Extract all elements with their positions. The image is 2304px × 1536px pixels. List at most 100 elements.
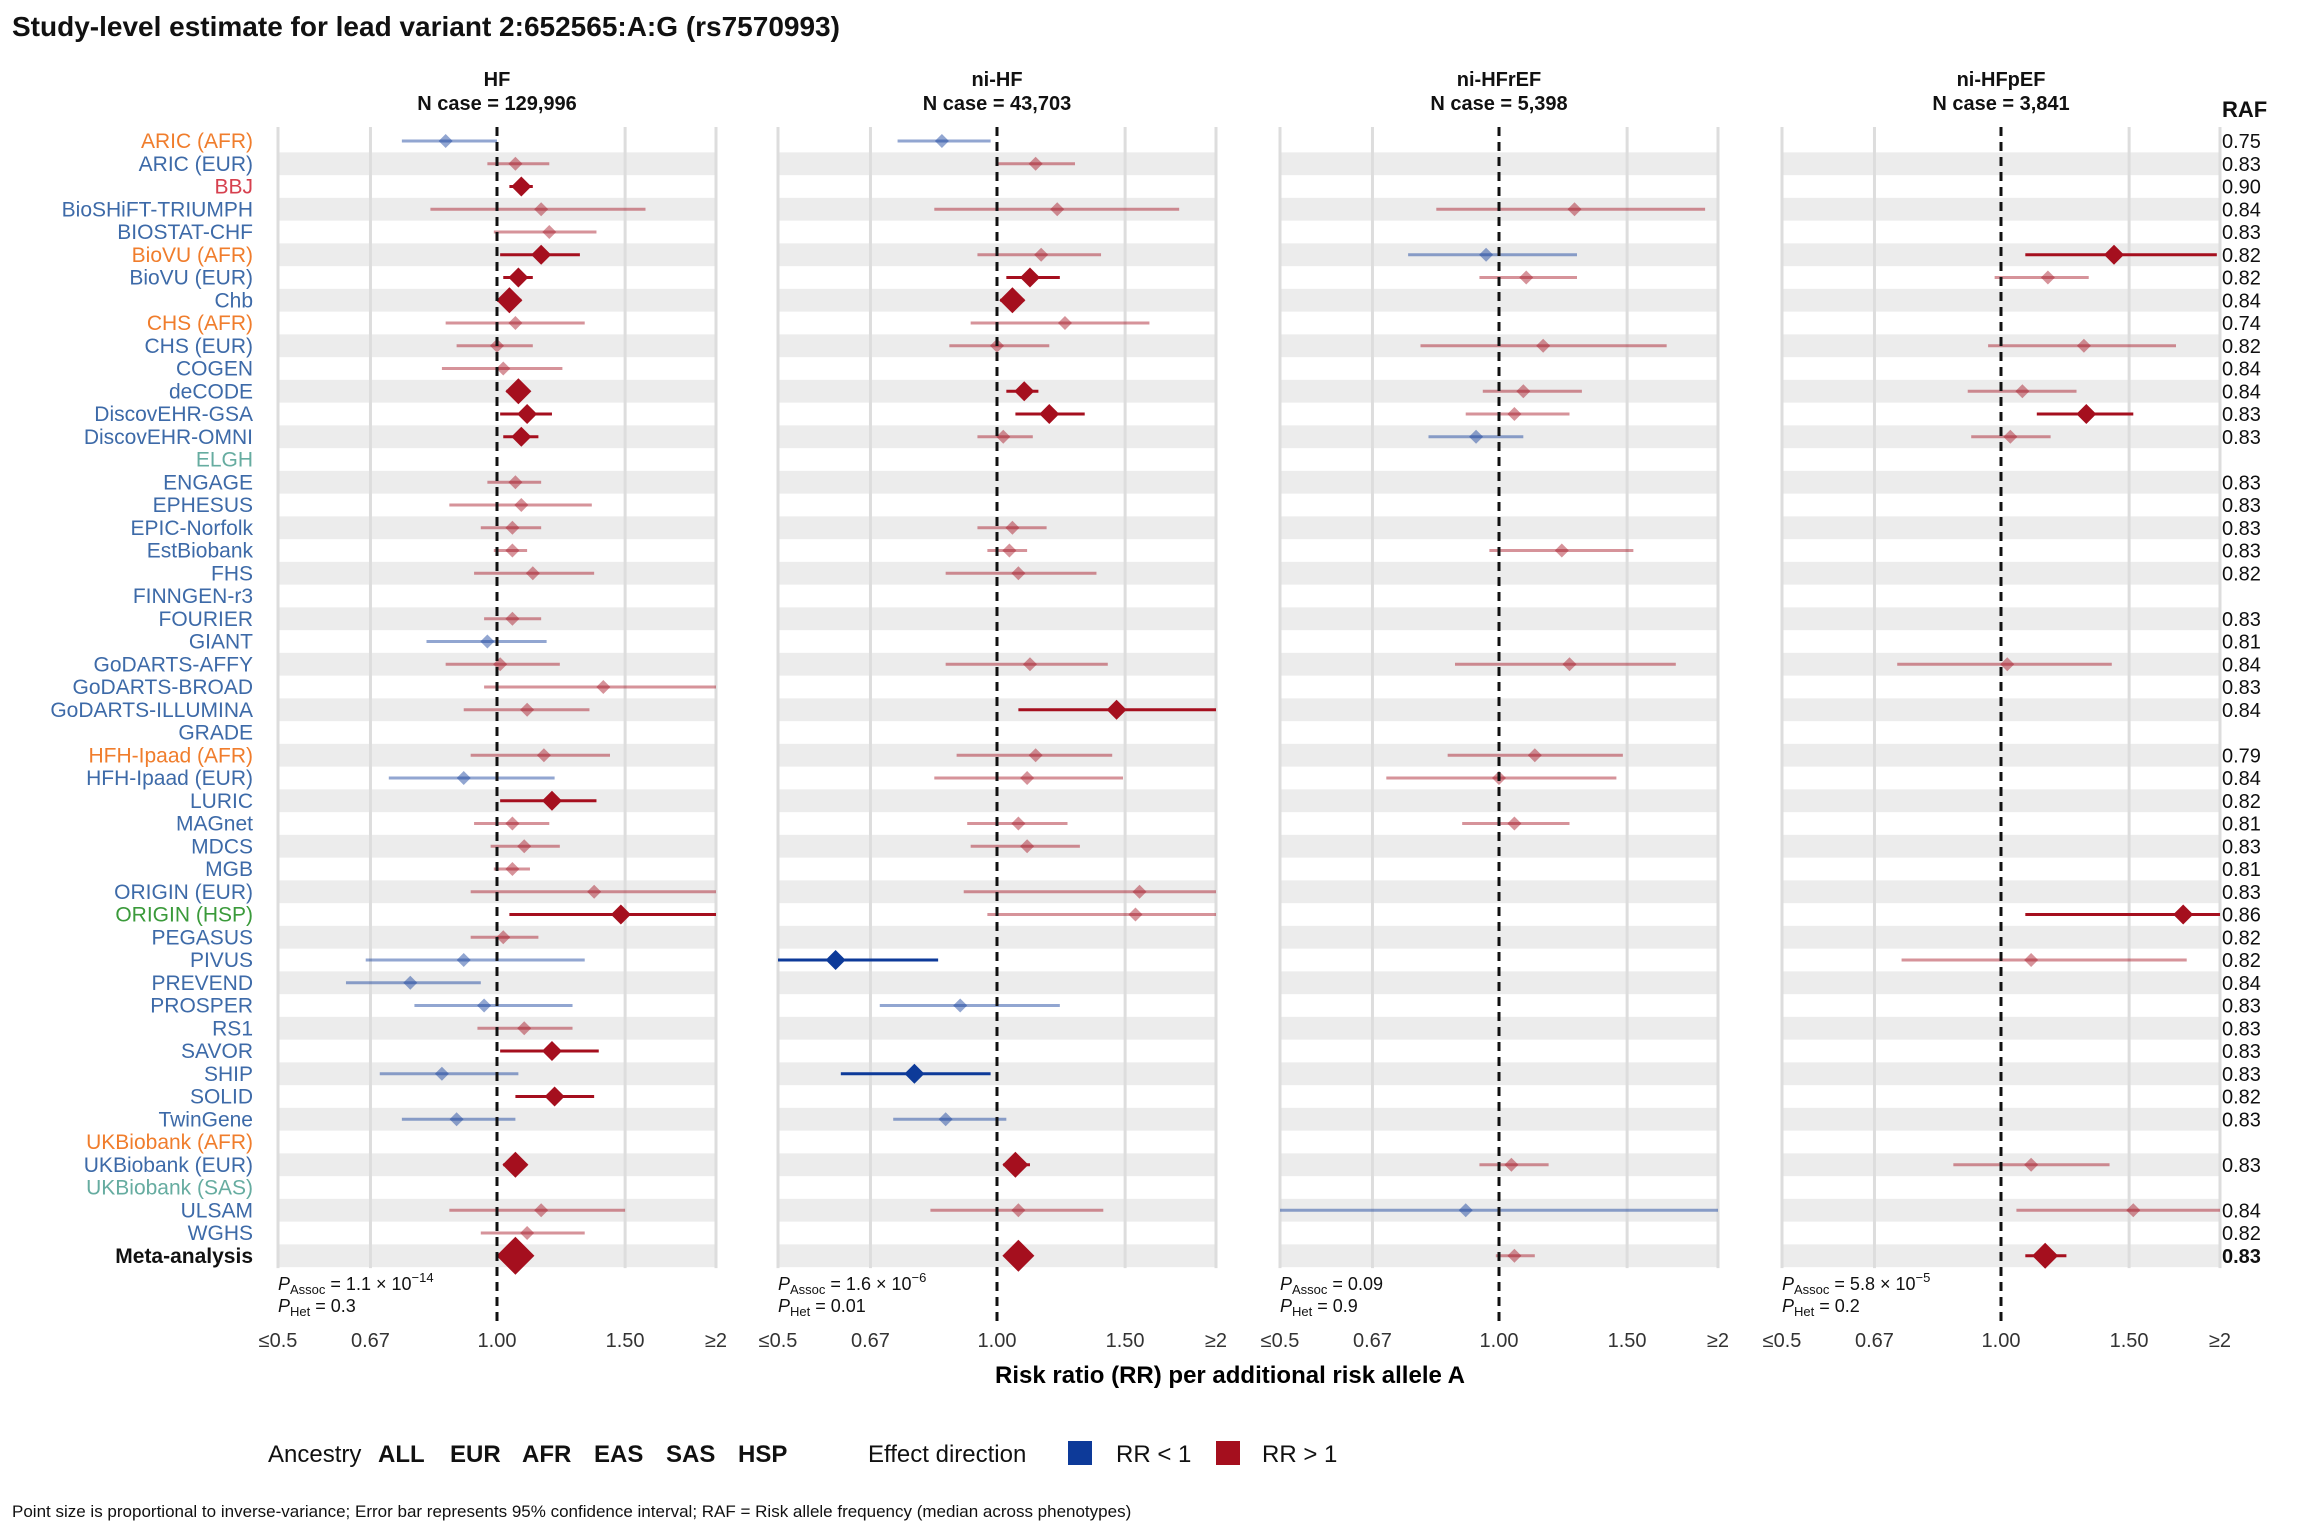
raf-value: 0.90	[2222, 177, 2261, 199]
point-estimate	[587, 884, 602, 899]
study-label: RS1	[212, 1017, 253, 1040]
point-estimate	[525, 566, 540, 581]
legend-ancestry-hsp: HSP	[738, 1441, 787, 1468]
x-tick-label: 1.00	[478, 1330, 517, 1352]
raf-value: 0.82	[2222, 268, 2261, 290]
point-estimate	[1536, 338, 1551, 353]
row-stripe	[1280, 789, 1718, 813]
row-stripe	[1782, 379, 2220, 403]
point-estimate	[449, 1112, 464, 1127]
legend-swatch-rr-gt-1	[1216, 1441, 1240, 1465]
raf-value: 0.84	[2222, 1200, 2261, 1222]
legend-ancestry-sas: SAS	[666, 1441, 715, 1468]
raf-value: 0.82	[2222, 950, 2261, 972]
study-label: COGEN	[176, 358, 253, 381]
footnote: Point size is proportional to inverse-va…	[12, 1502, 1131, 1521]
point-estimate	[434, 1066, 449, 1081]
study-labels: ARIC (AFR)ARIC (EUR)BBJBioSHiFT-TRIUMPHB…	[50, 130, 253, 1268]
study-label: BBJ	[214, 176, 253, 199]
raf-value: 0.83	[2222, 836, 2261, 858]
row-stripe	[1782, 470, 2220, 494]
point-estimate	[536, 748, 551, 763]
point-estimate	[2032, 1242, 2059, 1269]
raf-value: 0.84	[2222, 973, 2261, 995]
raf-value: 0.84	[2222, 199, 2261, 221]
point-estimate	[1050, 202, 1065, 217]
panel-title: ni-HFpEF	[1957, 69, 2046, 91]
raf-value: 0.83	[2222, 1109, 2261, 1131]
x-tick-label: 1.50	[606, 1330, 645, 1352]
raf-value: 0.82	[2222, 791, 2261, 813]
legend-rr-gt-1: RR > 1	[1262, 1441, 1337, 1468]
study-label: PIVUS	[190, 949, 253, 972]
row-stripe	[278, 743, 716, 767]
x-tick-label: ≥2	[1205, 1330, 1227, 1352]
raf-value: 0.84	[2222, 654, 2261, 676]
point-estimate	[2015, 384, 2030, 399]
panel-n-case: N case = 43,703	[923, 93, 1071, 115]
point-estimate	[496, 361, 511, 376]
point-estimate	[1039, 404, 1060, 424]
point-estimate	[541, 790, 562, 811]
point-estimate	[534, 1203, 549, 1218]
point-estimate	[505, 816, 520, 831]
row-stripe	[1782, 698, 2220, 722]
row-stripe	[1782, 743, 2220, 767]
point-estimate	[904, 1063, 925, 1084]
point-estimate	[934, 134, 949, 148]
point-estimate	[534, 202, 549, 217]
raf-value: 0.83	[2222, 541, 2261, 563]
point-estimate	[1011, 1203, 1026, 1218]
raf-value: 0.82	[2222, 245, 2261, 267]
point-estimate	[1479, 247, 1494, 262]
point-estimate	[514, 498, 529, 512]
raf-value: 0.86	[2222, 905, 2261, 927]
row-stripe	[278, 789, 716, 813]
study-label: FOURIER	[159, 608, 254, 631]
x-tick-label: ≤0.5	[759, 1330, 798, 1352]
x-tick-label: ≤0.5	[259, 1330, 298, 1352]
point-estimate	[508, 475, 523, 490]
x-tick-label: 1.50	[1608, 1330, 1647, 1352]
raf-value: 0.82	[2222, 1087, 2261, 1109]
p-het: PHet = 0.3	[278, 1296, 356, 1319]
point-estimate	[1132, 884, 1147, 899]
point-estimate	[505, 611, 520, 626]
point-estimate	[517, 1021, 532, 1036]
study-label: BioVU (EUR)	[129, 267, 253, 290]
row-stripe	[1280, 607, 1718, 631]
legend-rr-lt-1: RR < 1	[1116, 1441, 1191, 1468]
legend-swatch-rr-lt-1	[1068, 1441, 1092, 1465]
point-estimate	[1527, 748, 1542, 763]
study-label: DiscovEHR-GSA	[94, 403, 253, 426]
point-estimate	[1507, 407, 1522, 421]
row-stripe	[1280, 743, 1718, 767]
row-stripe	[1280, 652, 1718, 676]
row-stripe	[278, 698, 716, 722]
x-tick-label: ≥2	[1707, 1330, 1729, 1352]
point-estimate	[596, 680, 611, 694]
study-label: ELGH	[196, 449, 253, 472]
row-stripe	[778, 789, 1216, 813]
study-label: UKBiobank (EUR)	[84, 1154, 253, 1177]
study-label: FINNGEN-r3	[133, 585, 253, 608]
x-tick-label: ≥2	[705, 1330, 727, 1352]
raf-value: 0.83	[2222, 222, 2261, 244]
point-estimate	[511, 176, 532, 197]
row-stripe	[1782, 834, 2220, 858]
study-label: GIANT	[189, 631, 253, 654]
row-stripe	[1782, 607, 2220, 631]
study-label: ENGAGE	[163, 471, 253, 494]
point-estimate	[2104, 244, 2125, 265]
p-het: PHet = 0.9	[1280, 1296, 1358, 1319]
study-label: EstBiobank	[147, 540, 254, 563]
point-estimate	[2000, 657, 2015, 672]
x-tick-label: 1.50	[2110, 1330, 2149, 1352]
row-stripe	[778, 516, 1216, 540]
raf-value: 0.83	[2222, 154, 2261, 176]
study-label: GoDARTS-AFFY	[94, 653, 253, 676]
study-label: MDCS	[191, 835, 253, 858]
study-label: BIOSTAT-CHF	[117, 221, 253, 244]
row-stripe	[278, 470, 716, 494]
